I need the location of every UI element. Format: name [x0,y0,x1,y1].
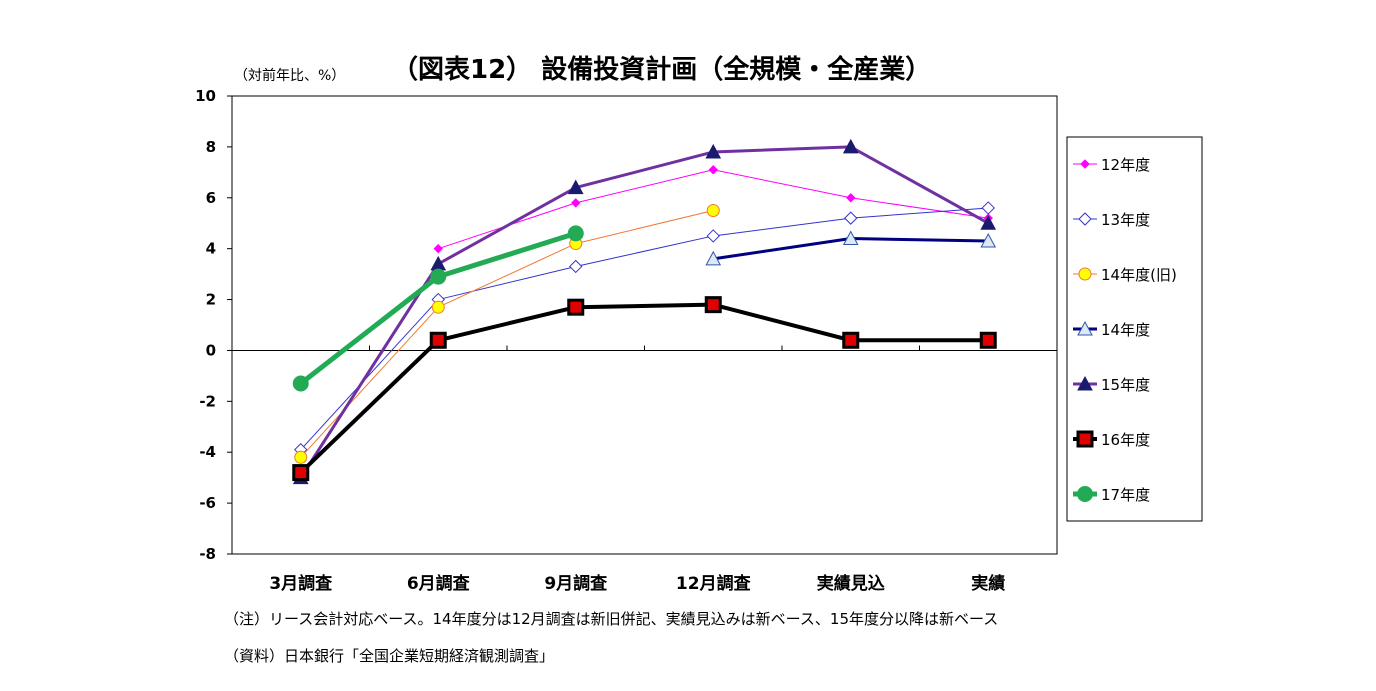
data-point [430,268,447,285]
series-line [299,145,989,479]
y-tick-label: -8 [199,545,216,563]
data-point [1077,320,1093,336]
x-tick-label: 6月調査 [407,573,471,594]
data-point [705,250,722,266]
series-5 [292,296,997,482]
x-tick-label: 実績 [971,573,1005,594]
y-tick-label: -6 [199,494,216,512]
legend-item: 14年度(旧) [1073,266,1177,284]
data-point [708,165,718,175]
series-3 [705,230,997,266]
series-6 [292,225,584,392]
legend-label: 14年度(旧) [1101,266,1177,284]
series-0 [433,165,993,254]
series-line [300,207,989,451]
data-point [433,243,443,254]
y-tick-label: -4 [199,443,216,461]
data-point [1080,159,1090,169]
legend-label: 13年度 [1101,211,1150,229]
series-layer [292,138,997,485]
chart-title: （図表12） 設備投資計画（全規模・全産業） [392,54,931,85]
legend-item: 12年度 [1073,156,1150,174]
y-tick-label: -2 [199,392,216,410]
data-point [704,296,722,314]
legend-label: 16年度 [1101,431,1150,449]
y-tick-label: 6 [206,189,216,207]
data-point [981,201,995,215]
data-point [844,211,858,225]
y-axis-unit-label: （対前年比、%） [234,67,345,84]
footnote: （注）リース会計対応ベース。14年度分は12月調査は新旧併記、実績見込みは新ベー… [224,610,999,628]
data-point [842,230,859,245]
data-point [1077,486,1093,502]
y-tick-label: 2 [206,291,216,309]
data-point [842,138,859,154]
data-point [569,259,583,274]
legend-item: 14年度 [1073,320,1150,339]
legend-label: 17年度 [1101,486,1150,504]
data-point [567,179,584,195]
legend-item: 15年度 [1073,375,1150,394]
data-point [980,232,997,248]
x-tick-label: 3月調査 [269,573,333,594]
data-point [431,300,445,314]
data-point [429,331,447,349]
data-point [705,143,722,159]
series-1 [294,201,995,457]
data-point [706,229,720,243]
x-tick-label: 12月調査 [676,573,752,594]
data-point [292,375,309,392]
series-line [299,302,989,475]
x-axis: 3月調査 6月調査 9月調査 12月調査 実績見込 実績 [269,345,1005,594]
data-point [1076,430,1094,448]
data-point [842,331,860,349]
x-tick-label: 実績見込 [817,573,885,594]
data-point [571,198,581,208]
legend-item: 13年度 [1073,211,1150,229]
data-point [1078,212,1092,226]
plot-area [231,95,1058,555]
legend-label: 15年度 [1101,376,1150,394]
data-point [292,464,310,482]
source-note: （資料）日本銀行「全国企業短期経済観測調査」 [224,647,555,665]
data-point [1077,375,1093,391]
y-tick-label: 8 [206,138,216,156]
legend-label: 12年度 [1101,156,1150,174]
x-tick-label: 9月調査 [544,573,608,594]
data-point [567,298,585,316]
data-point [294,450,308,464]
series-line [300,210,714,458]
legend: 12年度 13年度 14年度(旧) 14年度 15年度 16年度 17年度 [1073,156,1177,504]
data-point [706,204,720,217]
data-point [979,331,997,349]
legend-item: 16年度 [1073,430,1150,449]
data-point [846,193,856,203]
data-point [980,215,997,230]
y-tick-label: 10 [195,87,216,105]
y-tick-label: 4 [206,240,216,258]
data-point [1078,267,1092,281]
data-point [567,225,584,242]
legend-item: 17年度 [1073,486,1150,504]
y-tick-label: 0 [206,341,216,359]
legend-label: 14年度 [1101,321,1150,339]
